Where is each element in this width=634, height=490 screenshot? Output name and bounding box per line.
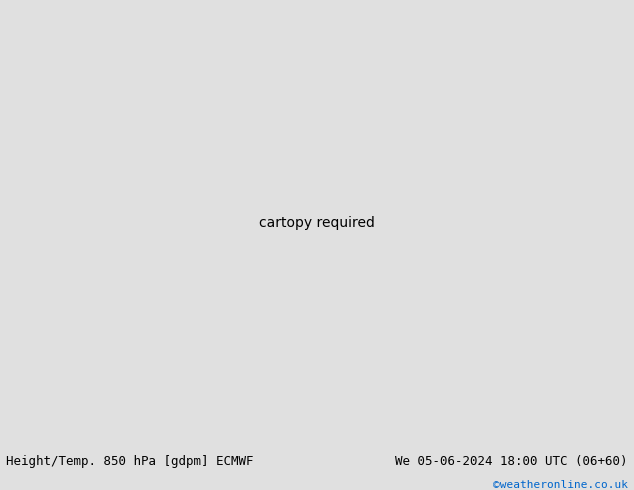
Text: Height/Temp. 850 hPa [gdpm] ECMWF: Height/Temp. 850 hPa [gdpm] ECMWF: [6, 455, 254, 468]
Text: cartopy required: cartopy required: [259, 216, 375, 230]
Text: ©weatheronline.co.uk: ©weatheronline.co.uk: [493, 480, 628, 490]
Text: We 05-06-2024 18:00 UTC (06+60): We 05-06-2024 18:00 UTC (06+60): [395, 455, 628, 468]
